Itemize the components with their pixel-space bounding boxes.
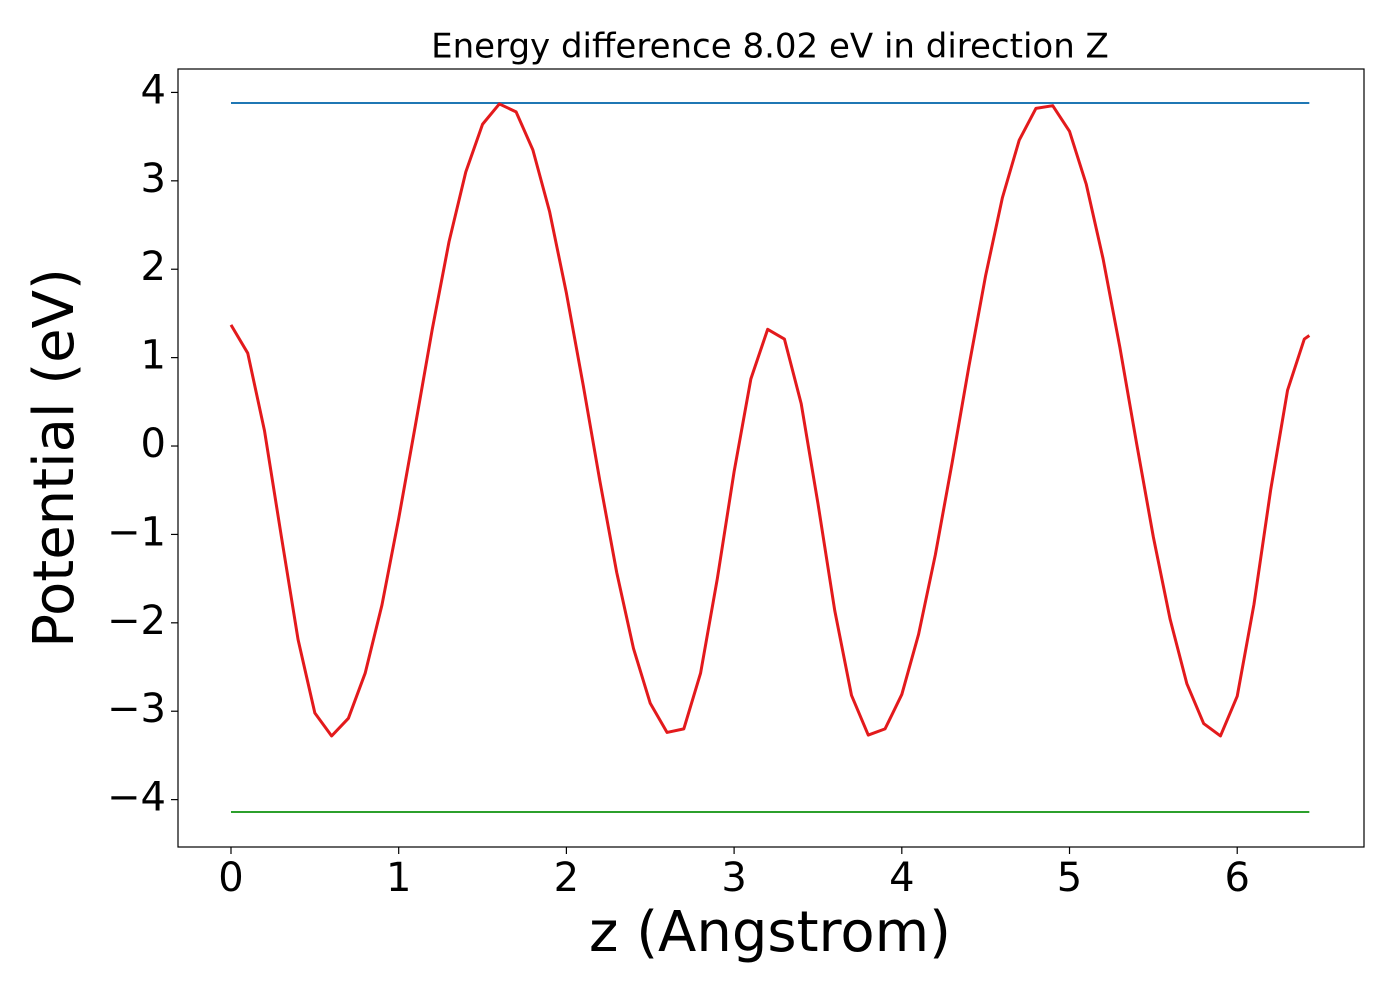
x-tick-label: 5 xyxy=(1057,855,1082,901)
y-tick-label: −3 xyxy=(107,686,166,732)
y-tick-label: 0 xyxy=(141,421,166,467)
x-tick-label: 1 xyxy=(386,855,411,901)
plot-frame xyxy=(177,68,1365,848)
y-tick-label: −4 xyxy=(107,775,166,821)
x-tick-label: 0 xyxy=(218,855,243,901)
x-tick-label: 4 xyxy=(889,855,914,901)
data-line xyxy=(229,102,1311,738)
x-tick-label: 6 xyxy=(1224,855,1249,901)
y-tick-label: −1 xyxy=(107,509,166,555)
y-tick-label: 1 xyxy=(141,333,166,379)
y-tick-label: 4 xyxy=(141,67,166,113)
y-tick-label: 2 xyxy=(141,244,166,290)
x-axis-label: z (Angstrom) xyxy=(589,900,951,965)
y-tick-label: −2 xyxy=(107,598,166,644)
y-axis-label: Potential (eV) xyxy=(22,268,87,648)
chart-title: Energy difference 8.02 eV in direction Z xyxy=(431,27,1109,67)
x-tick-label: 2 xyxy=(554,855,579,901)
x-tick-label: 3 xyxy=(721,855,746,901)
y-tick-label: 3 xyxy=(141,156,166,202)
